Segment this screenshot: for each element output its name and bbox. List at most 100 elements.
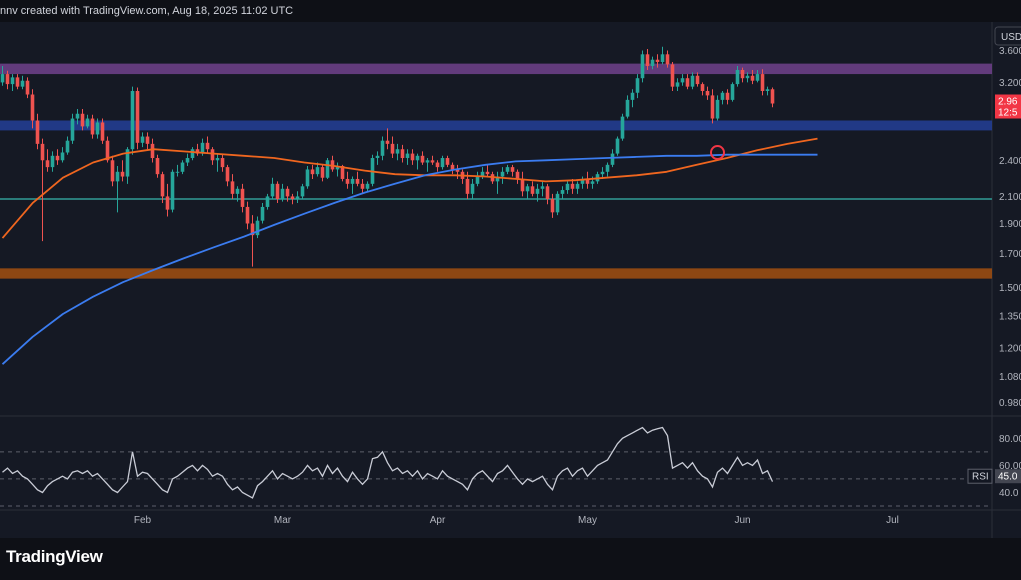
candle (15, 74, 20, 90)
candle (395, 143, 400, 161)
candle (245, 201, 250, 230)
candle (375, 151, 380, 165)
candle (770, 87, 775, 108)
candle-body (190, 149, 195, 159)
candle-body (35, 120, 40, 144)
candle (285, 186, 290, 202)
candle-body (720, 92, 725, 100)
candle-body (215, 158, 220, 161)
candle (735, 65, 740, 87)
candle (270, 177, 275, 200)
chart-area[interactable]: 3.600 3.200 2.400 2.100 1.900 1.700 1.500 1.350… (0, 22, 1021, 538)
price-tick-label: 1.350 (999, 312, 1021, 323)
candle-body (740, 70, 745, 79)
candle-body (560, 190, 565, 194)
candle-body (365, 183, 370, 189)
price-tick-label: 1.200 (999, 343, 1021, 354)
candle (30, 89, 35, 129)
candle (620, 113, 625, 141)
candle-body (15, 77, 20, 87)
price-tick-label: 2.400 (999, 156, 1021, 167)
candle (250, 215, 255, 267)
candle-body (65, 140, 70, 153)
candle-body (500, 171, 505, 177)
candle-body (730, 84, 735, 100)
candle-body (145, 136, 150, 144)
candle (180, 160, 185, 175)
candle (155, 154, 160, 178)
candle-body (770, 89, 775, 104)
candle-body (680, 78, 685, 83)
candle-body (475, 176, 480, 184)
candle-body (265, 196, 270, 207)
candle-body (155, 158, 160, 175)
candle-body (385, 140, 390, 144)
candle-body (30, 94, 35, 121)
candle-body (435, 162, 440, 168)
candle-body (305, 169, 310, 187)
candle-body (465, 178, 470, 194)
ma-blue-line (1, 153, 818, 365)
price-zones (0, 63, 992, 279)
candle (225, 164, 230, 187)
candle-body (380, 140, 385, 156)
candle (385, 128, 390, 150)
candle-body (550, 199, 555, 213)
candle (210, 147, 215, 165)
candle-body (110, 160, 115, 182)
candle-body (535, 188, 540, 194)
candle-body (540, 186, 545, 189)
candle (95, 118, 100, 139)
candle (405, 149, 410, 165)
candle (90, 114, 95, 139)
candle-body (685, 78, 690, 87)
attribution-bar: nnv created with TradingView.com, Aug 18… (0, 0, 1021, 22)
candle-body (495, 176, 500, 182)
candle-body (510, 167, 515, 172)
candle-body (250, 223, 255, 236)
candle-body (715, 99, 720, 119)
candle-body (520, 178, 525, 192)
candle-body (115, 171, 120, 182)
candle (645, 49, 650, 71)
rsi-tick-label: 40.0 (999, 488, 1019, 499)
candle-body (275, 183, 280, 200)
candle-body (25, 80, 30, 95)
rsi-tick-label: 80.00 (999, 434, 1021, 445)
candle (60, 147, 65, 163)
candle-body (195, 149, 200, 154)
candle-body (515, 171, 520, 179)
candle-body (80, 113, 85, 127)
candle-body (590, 181, 595, 184)
candle-body (545, 186, 550, 200)
candle (365, 181, 370, 192)
brand-text: TradingView (6, 547, 103, 566)
candle-body (55, 155, 60, 161)
candle (185, 153, 190, 166)
candle (725, 89, 730, 105)
candle-body (20, 80, 25, 87)
candle (580, 176, 585, 189)
candle (25, 77, 30, 99)
candle-body (390, 143, 395, 154)
candle (335, 162, 340, 177)
candle (235, 186, 240, 202)
candle (515, 169, 520, 184)
price-tick-label: 3.600 (999, 46, 1021, 57)
candle-body (240, 188, 245, 207)
time-tick-label: Jul (886, 515, 899, 526)
candle (20, 75, 25, 90)
candle (150, 138, 155, 163)
axes: 3.600 3.200 2.400 2.100 1.900 1.700 1.500 1.350… (134, 26, 1021, 526)
candle-body (315, 167, 320, 175)
currency-button[interactable]: USD (994, 26, 1021, 46)
candle-body (245, 206, 250, 224)
candle (625, 95, 630, 119)
candle (445, 155, 450, 168)
candle (75, 109, 80, 125)
candle-body (620, 116, 625, 139)
candle-body (320, 167, 325, 178)
candle-body (325, 160, 330, 178)
candle-body (605, 164, 610, 172)
candle-body (40, 143, 45, 161)
